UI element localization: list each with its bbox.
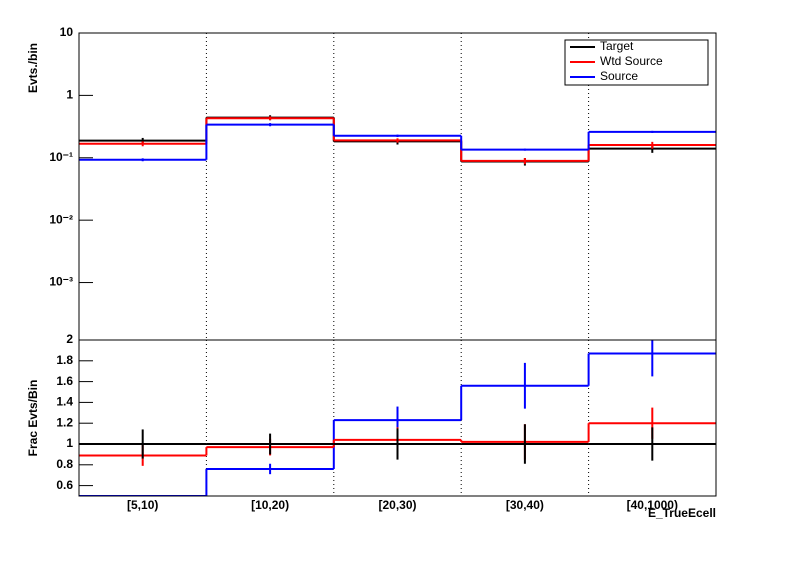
y-tick-label: 10⁻¹ [49, 150, 73, 164]
plot-area [79, 340, 716, 496]
y-axis-label: Frac Evts/Bin [26, 380, 40, 457]
y-tick-label: 0.8 [56, 457, 73, 471]
y-tick-label: 1 [66, 88, 73, 102]
y-tick-label: 1.4 [56, 395, 73, 409]
plot-area [79, 115, 716, 166]
y-tick-label: 1 [66, 436, 73, 450]
x-tick-label: [30,40) [506, 498, 544, 512]
legend-label: Wtd Source [600, 54, 663, 68]
y-tick-label: 0.6 [56, 478, 73, 492]
y-tick-label: 10⁻² [49, 212, 73, 226]
y-tick-label: 10 [60, 25, 74, 39]
y-tick-label: 1.6 [56, 374, 73, 388]
y-tick-label: 1.2 [56, 415, 73, 429]
y-tick-label: 10⁻³ [49, 275, 73, 289]
x-tick-label: [40,1000) [627, 498, 678, 512]
x-axis-label: E_TrueEcell [648, 506, 716, 520]
frame [78, 339, 717, 497]
y-axis-label: Evts./bin [26, 43, 40, 93]
x-tick-label: [5,10) [127, 498, 158, 512]
legend-label: Target [600, 39, 634, 53]
x-tick-label: [20,30) [378, 498, 416, 512]
x-tick-label: [10,20) [251, 498, 289, 512]
legend-label: Source [600, 69, 638, 83]
y-tick-label: 2 [66, 332, 73, 346]
y-tick-label: 1.8 [56, 353, 73, 367]
